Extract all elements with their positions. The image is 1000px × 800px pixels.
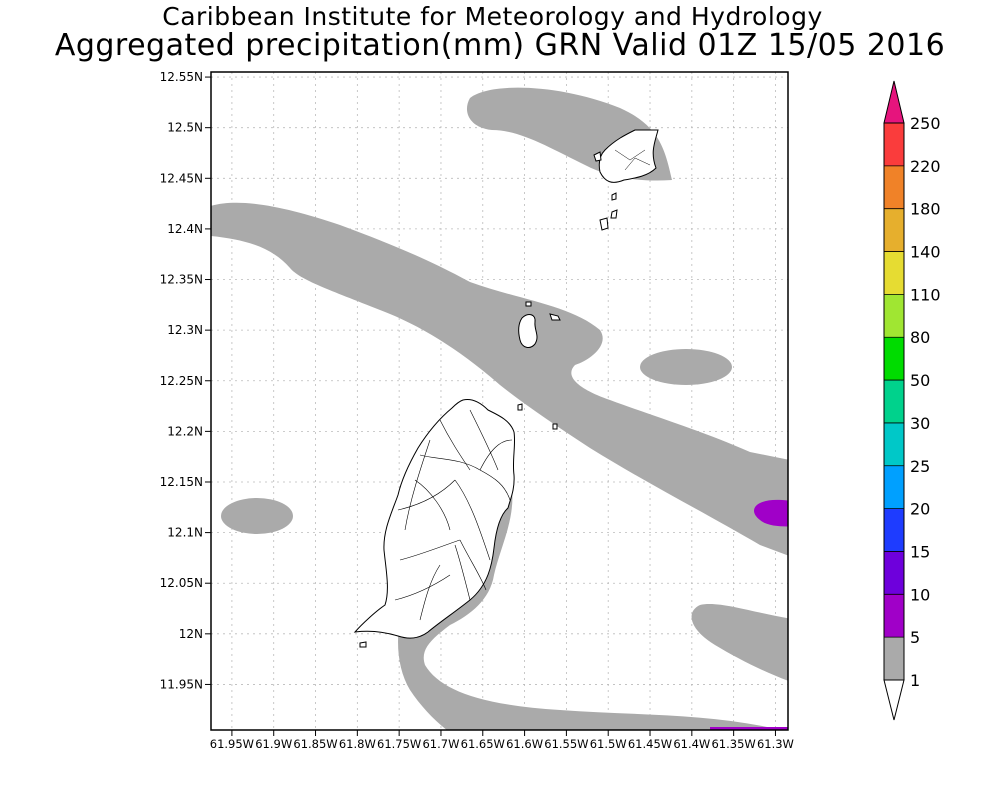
colorbar-segment [884,337,904,381]
colorbar-label: 30 [910,414,930,433]
colorbar-segment [884,123,904,166]
lat-tick-label: 12.3N [167,323,203,337]
colorbar-label: 80 [910,328,930,347]
islet-3 [611,192,617,201]
lon-tick-label: 61.65W [461,737,505,751]
lat-tick-label: 12.1N [167,526,203,540]
islet-7 [552,423,558,430]
islet-1 [599,217,609,231]
colorbar-segment [884,637,904,680]
chart-title: Caribbean Institute for Meteorology and … [162,2,823,31]
colorbar-segment [884,594,904,638]
colorbar-label: 25 [910,457,930,476]
latitude-labels: 12.55N 12.5N 12.45N 12.4N 12.35N 12.3N 12.25N 1… [160,70,211,691]
colorbar-label: 5 [910,628,920,647]
lat-tick-label: 11.95N [160,677,203,691]
colorbar-label: 20 [910,500,930,519]
lat-tick-label: 12.05N [160,576,203,590]
lon-tick-label: 61.45W [628,737,672,751]
precip-patch-west [221,498,293,534]
colorbar-segment [884,251,904,295]
colorbar-below-arrow [883,679,905,721]
lat-tick-label: 12.15N [160,475,203,489]
lon-tick-label: 61.55W [544,737,588,751]
plot-frame [210,71,789,731]
colorbar-label: 1 [910,671,920,690]
colorbar-label: 50 [910,371,930,390]
longitude-labels: 61.95W 61.9W 61.85W 61.8W 61.75W 61.7W 61.65W 6… [210,730,794,751]
lon-tick-label: 61.4W [673,737,710,751]
colorbar-segment [884,508,904,552]
precip-band-southeast [691,604,788,681]
colorbar-label: 110 [910,285,941,304]
grenada-island [353,399,516,639]
colorbar-segment [884,208,904,252]
islet-5 [525,301,532,307]
colorbar-segment [884,294,904,338]
coastlines [353,129,659,648]
lat-tick-label: 12N [179,627,203,641]
colorbar-segment [884,551,904,595]
islet-caille [549,313,561,321]
islet-ronde [518,314,538,348]
colorbar-label: 15 [910,542,930,561]
islet-6 [517,403,523,411]
lat-tick-label: 12.2N [167,424,203,438]
colorbar-label: 220 [910,157,941,176]
lat-tick-label: 12.55N [160,70,203,84]
lat-tick-label: 12.5N [167,121,203,135]
chart-subtitle: Aggregated precipitation(mm) GRN Valid 0… [54,28,946,63]
precip-patch-purple-south [710,727,788,730]
lon-tick-label: 61.9W [255,737,292,751]
colorbar-label: 10 [910,585,930,604]
lon-tick-label: 61.75W [377,737,421,751]
lon-tick-label: 61.35W [711,737,755,751]
lat-tick-label: 12.35N [160,273,203,287]
precip-band-diagonal [211,202,788,556]
lon-tick-label: 61.6W [506,737,543,751]
lat-tick-label: 12.45N [160,171,203,185]
colorbar-label: 250 [910,114,941,133]
colorbar-label: 180 [910,200,941,219]
precip-patch-east [640,349,732,385]
lon-tick-label: 61.3W [757,737,794,751]
colorbar-label: 140 [910,243,941,262]
colorbar-above-arrow [883,80,905,124]
islet-8 [359,641,367,648]
lon-tick-label: 61.85W [293,737,337,751]
islet-2 [610,209,618,219]
lat-tick-label: 12.4N [167,222,203,236]
lon-tick-label: 61.95W [210,737,254,751]
lon-tick-label: 61.7W [422,737,459,751]
colorbar-segment [884,380,904,423]
carriacou-island [598,129,659,183]
lon-tick-label: 61.5W [590,737,627,751]
lon-tick-label: 61.8W [339,737,376,751]
lat-tick-label: 12.25N [160,374,203,388]
parish-boundaries [394,409,513,621]
colorbar-segment [884,422,904,466]
islet-4 [593,151,602,162]
colorbar-segment [884,165,904,209]
colorbar-segment [884,465,904,509]
precip-patch-purple-east [754,499,788,527]
